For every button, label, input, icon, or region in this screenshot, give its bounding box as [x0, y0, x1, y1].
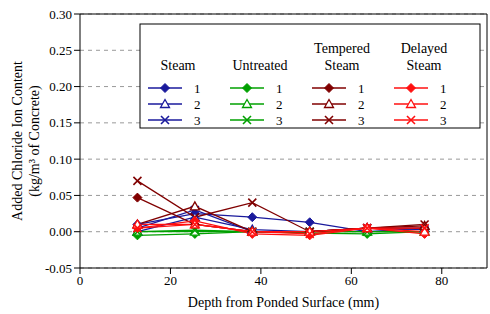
svg-text:Steam: Steam — [407, 58, 442, 73]
svg-text:80: 80 — [435, 273, 448, 288]
svg-text:2: 2 — [276, 97, 283, 112]
svg-text:-0.05: -0.05 — [45, 261, 72, 276]
svg-text:3: 3 — [440, 113, 447, 128]
svg-text:2: 2 — [440, 97, 447, 112]
svg-text:60: 60 — [345, 273, 358, 288]
svg-text:2: 2 — [194, 97, 201, 112]
svg-text:0.25: 0.25 — [49, 43, 72, 58]
svg-text:0: 0 — [77, 273, 84, 288]
svg-text:3: 3 — [276, 113, 283, 128]
svg-text:Delayed: Delayed — [401, 41, 448, 56]
svg-text:0.10: 0.10 — [49, 152, 72, 167]
svg-text:Steam: Steam — [325, 58, 360, 73]
svg-text:Tempered: Tempered — [314, 41, 370, 56]
svg-text:Added Chloride Ion Content: Added Chloride Ion Content — [10, 61, 25, 221]
svg-text:20: 20 — [164, 273, 177, 288]
svg-text:1: 1 — [440, 81, 447, 96]
svg-text:1: 1 — [358, 81, 365, 96]
svg-text:(kg/m³ of Concrete): (kg/m³ of Concrete) — [27, 85, 43, 197]
svg-text:1: 1 — [194, 81, 201, 96]
svg-text:1: 1 — [276, 81, 283, 96]
svg-text:3: 3 — [358, 113, 365, 128]
svg-text:3: 3 — [194, 113, 201, 128]
svg-text:0.05: 0.05 — [49, 188, 72, 203]
svg-text:Depth from Ponded Surface (mm): Depth from Ponded Surface (mm) — [188, 295, 380, 311]
svg-text:0.30: 0.30 — [49, 7, 72, 22]
svg-text:0.20: 0.20 — [49, 79, 72, 94]
svg-text:Untreated: Untreated — [232, 58, 287, 73]
svg-text:Steam: Steam — [161, 58, 196, 73]
svg-text:0.15: 0.15 — [49, 115, 72, 130]
svg-text:0.00: 0.00 — [49, 224, 72, 239]
svg-text:2: 2 — [358, 97, 365, 112]
svg-text:40: 40 — [254, 273, 267, 288]
